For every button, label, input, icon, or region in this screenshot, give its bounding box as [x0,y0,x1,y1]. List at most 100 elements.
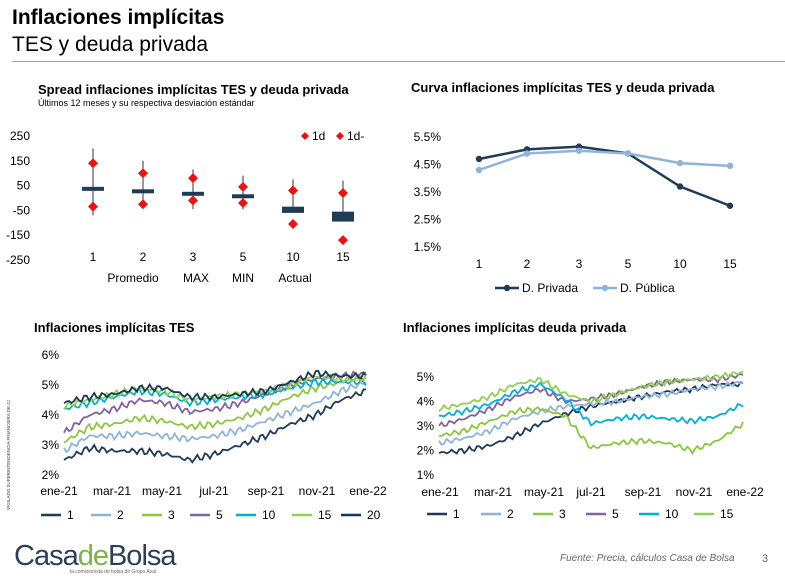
legend-label: 1d- [347,129,364,143]
series-line [478,145,731,207]
series-point [475,166,483,174]
x-tick-label: 1 [476,257,483,271]
x-tick-label: 3 [190,250,197,264]
logo-casa: Casa [14,540,79,572]
legend-marker [503,284,511,292]
sd-marker [338,235,348,246]
y-tick-label: 2% [42,468,60,482]
sd-marker [238,197,248,208]
y-tick-label: 2.5% [414,213,442,227]
spread-box [232,194,254,199]
y-tick-label: 4% [417,395,435,409]
y-tick-label: 3.5% [414,185,442,199]
series-line [438,381,744,455]
x-tick-label: 2 [140,250,147,264]
series-point [676,183,684,190]
tes-chart: 6% 5% 4% 3% 2% ene-21 mar-21 may-21 jul-21 sep-21… [40,348,387,522]
x-tick-label: 1 [90,250,97,264]
sd-marker [188,173,198,184]
legend-label: 1 [67,508,74,522]
series-line [63,373,367,410]
sd-marker [338,188,348,199]
bottom-label: Actual [278,271,311,285]
legend-label: 5 [216,508,223,522]
x-tick-label: 15 [336,250,350,264]
legend-marker [301,132,309,140]
x-tick-label: ene-22 [349,484,387,498]
legend-label: 5 [612,507,619,521]
series-point [523,150,531,157]
spread-box [182,191,204,196]
logo-bolsa: Bolsa [107,540,177,572]
y-tick-label: 5% [42,378,60,392]
x-tick-label: may-21 [142,484,182,498]
x-tick-label: 5 [240,250,247,264]
y-tick-label: 150 [10,154,30,168]
series-line [438,406,744,456]
x-tick-label: jul-21 [198,484,229,498]
legend-label: 1 [453,507,460,521]
curve-chart-title: Curva inflaciones implícitas TES y deuda… [411,80,715,95]
spread-chart-subtitle: Últimos 12 meses y su respectiva desviac… [38,98,255,108]
private-chart-title: Inflaciones implícitas deuda privada [403,320,627,335]
x-tick-label: 3 [576,257,583,271]
y-tick-label: -50 [13,203,31,217]
company-logo: CasadeBolsa [14,540,177,573]
legend-label: D. Pública [620,281,675,295]
legend-label: 10 [262,508,276,522]
x-tick-label: mar-21 [93,484,131,498]
legend-label: 20 [367,508,381,522]
source-note: Fuente: Precia, cálculos Casa de Bolsa [560,553,735,564]
x-tick-label: nov-21 [299,484,336,498]
y-tick-label: 250 [10,129,30,143]
header-divider [12,61,785,62]
series-point [475,155,483,163]
y-tick-label: -150 [6,228,30,242]
logo-de: de [77,540,109,572]
legend-label: 10 [665,507,679,521]
series-line [63,388,367,464]
legend-label: 3 [559,507,566,521]
sd-marker [188,195,198,206]
x-tick-label: ene-22 [726,485,764,499]
sd-marker [288,219,298,230]
legend-label: 2 [507,507,514,521]
sd-marker [238,181,248,192]
series-line [439,381,744,427]
legend-label: 3 [168,508,175,522]
bottom-label: MAX [183,271,209,285]
series-point [676,159,684,167]
x-tick-label: 10 [286,250,300,264]
tes-chart-title: Inflaciones implícitas TES [34,320,195,335]
sd-marker [88,158,98,169]
x-tick-label: ene-21 [40,484,78,498]
series-line [63,370,367,434]
page-subtitle: TES y deuda privada [12,33,209,56]
series-point [726,162,734,170]
x-tick-label: 10 [673,257,687,271]
x-tick-label: 2 [524,257,531,271]
y-tick-label: 1% [417,468,435,482]
x-tick-label: may-21 [524,485,564,499]
x-tick-label: jul-21 [575,485,606,499]
y-tick-label: 1.5% [414,240,442,254]
series-line [63,369,367,405]
bottom-label: Promedio [107,271,159,285]
y-tick-label: 50 [17,179,31,193]
page-number: 3 [762,553,769,565]
series-line [63,381,367,454]
bottom-label: MIN [232,271,254,285]
curve-chart: 5.5% 4.5% 3.5% 2.5% 1.5% 1 2 3 5 10 15 D. Privada D.… [414,130,737,295]
spread-box [282,206,304,213]
y-tick-label: 5.5% [414,130,442,144]
series-line [63,373,367,444]
spread-box [82,186,104,191]
sd-marker [288,185,298,196]
legend-label: 15 [720,507,734,521]
legend-label: 1d [312,129,325,143]
spread-chart: 250 150 50 -50 -150 -250 1 2 3 5 10 15 1d 1d- Promedio… [6,129,364,285]
y-tick-label: -250 [6,253,30,267]
y-tick-label: 3% [417,419,435,433]
vertical-note: VIGILADO SUPERINTENDENCIA FINANCIERA DE … [6,400,11,510]
y-tick-label: 4% [42,408,60,422]
